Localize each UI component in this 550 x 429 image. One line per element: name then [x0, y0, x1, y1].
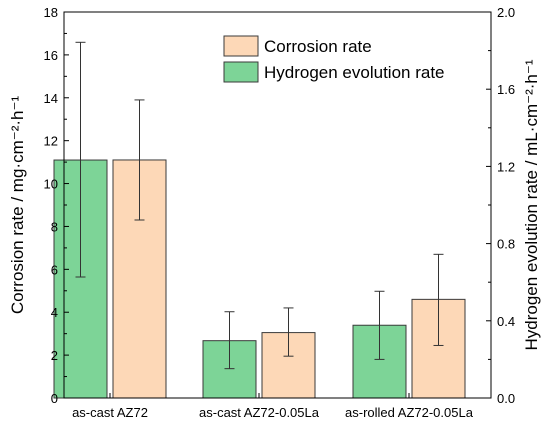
category-label: as-cast AZ72 [72, 405, 148, 420]
left-tick-label: 10 [44, 177, 58, 192]
left-tick-label: 18 [44, 5, 58, 20]
left-axis-ticks: 0 2 4 6 8 10 12 14 16 18 [44, 5, 69, 406]
left-tick-label: 2 [51, 348, 58, 363]
left-tick-label: 8 [51, 219, 58, 234]
legend-swatch [223, 35, 259, 57]
right-tick-label: 0.4 [497, 314, 515, 329]
left-tick-label: 4 [51, 305, 58, 320]
left-tick-label: 12 [44, 134, 58, 149]
left-tick-label: 6 [51, 262, 58, 277]
right-tick-label: 0.0 [497, 391, 515, 406]
left-tick-label: 16 [44, 48, 58, 63]
category-label: as-cast AZ72-0.05La [199, 405, 320, 420]
right-tick-label: 0.8 [497, 237, 515, 252]
legend-label: Corrosion rate [264, 37, 372, 56]
legend-swatch [223, 61, 259, 83]
y-axis-title-right: Hydrogen evolution rate / mL·cm⁻²·h⁻¹ [522, 59, 541, 350]
y-axis-title-left: Corrosion rate / mg·cm⁻²·h⁻¹ [8, 96, 27, 315]
error-bars-group [75, 41, 444, 370]
left-tick-label: 14 [44, 91, 58, 106]
bars-group [53, 159, 466, 399]
right-tick-label: 1.2 [497, 159, 515, 174]
legend: Corrosion rate Hydrogen evolution rate [223, 35, 445, 83]
legend-label: Hydrogen evolution rate [264, 63, 445, 82]
right-axis-ticks: 0.0 0.4 0.8 1.2 1.6 2.0 [486, 5, 515, 406]
left-tick-label: 0 [51, 391, 58, 406]
category-label: as-rolled AZ72-0.05La [345, 405, 474, 420]
x-axis-ticks: as-cast AZ72 as-cast AZ72-0.05La as-rolled… [72, 393, 474, 420]
right-tick-label: 2.0 [497, 5, 515, 20]
right-tick-label: 1.6 [497, 82, 515, 97]
